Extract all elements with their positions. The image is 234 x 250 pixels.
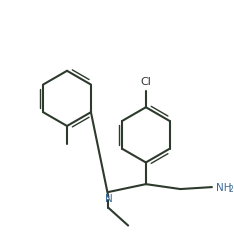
Text: N: N — [105, 193, 112, 203]
Text: NH: NH — [216, 182, 231, 192]
Text: Cl: Cl — [140, 76, 151, 86]
Text: 2: 2 — [228, 184, 233, 193]
